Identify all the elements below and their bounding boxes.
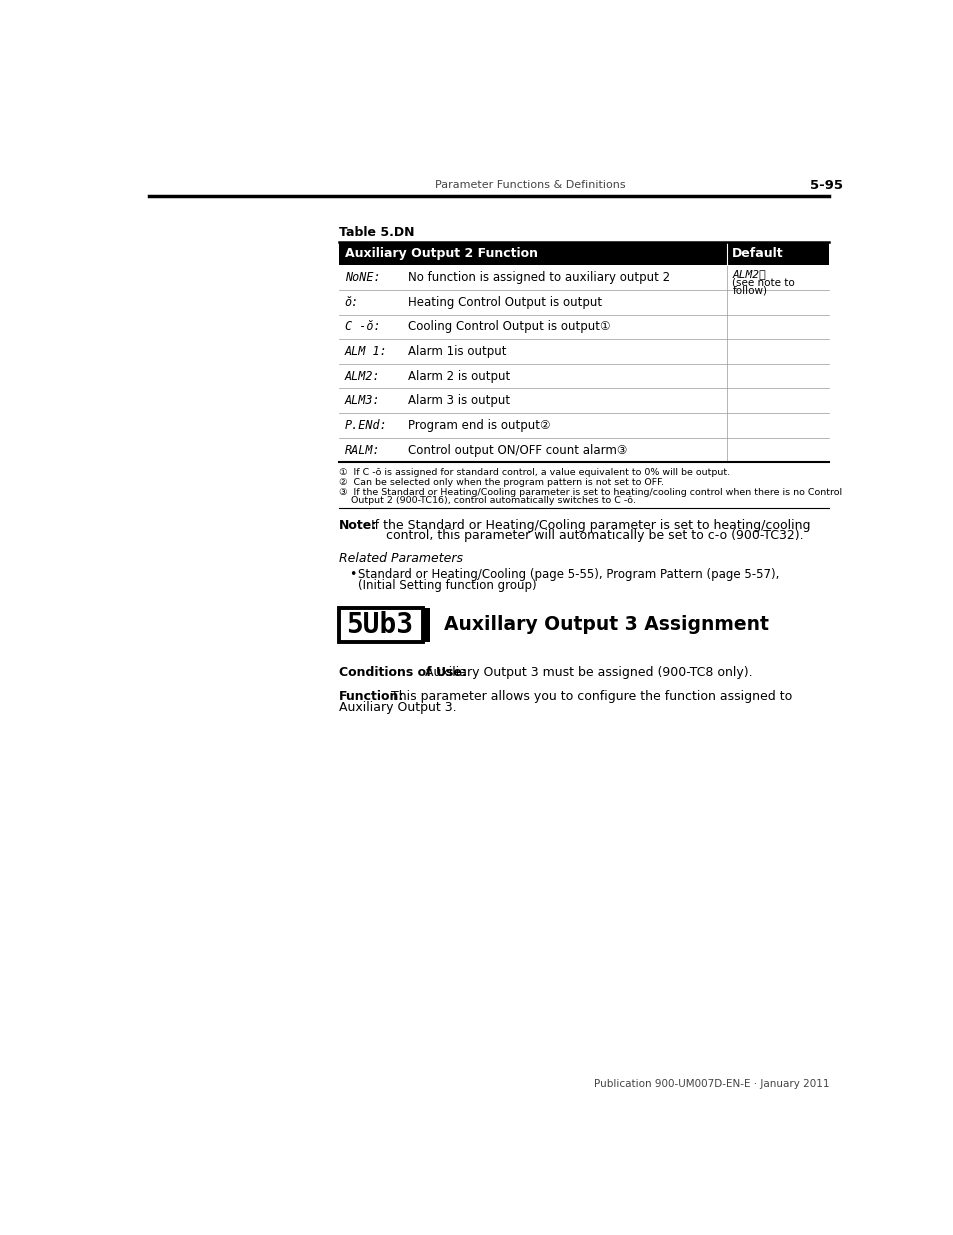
- Text: Conditions of Use:: Conditions of Use:: [339, 667, 467, 679]
- Text: Program end is output②: Program end is output②: [407, 419, 550, 432]
- Text: C -ŏ:: C -ŏ:: [344, 320, 380, 333]
- Text: Heating Control Output is output: Heating Control Output is output: [407, 295, 601, 309]
- Text: No function is assigned to auxiliary output 2: No function is assigned to auxiliary out…: [407, 270, 669, 284]
- Text: Parameter Functions & Definitions: Parameter Functions & Definitions: [435, 180, 624, 190]
- Bar: [422, 608, 430, 642]
- Text: Note:: Note:: [339, 519, 377, 531]
- Text: Auxiliary Output 3.: Auxiliary Output 3.: [339, 701, 456, 714]
- Text: Alarm 2 is output: Alarm 2 is output: [407, 369, 509, 383]
- Text: ALM2④: ALM2④: [732, 269, 765, 279]
- Text: ALM2:: ALM2:: [344, 369, 380, 383]
- Text: Output 2 (900-TC16), control automatically switches to C -ŏ.: Output 2 (900-TC16), control automatical…: [339, 496, 636, 505]
- Text: Auxillary Output 3 Assignment: Auxillary Output 3 Assignment: [443, 615, 768, 635]
- Text: ALM 1:: ALM 1:: [344, 345, 387, 358]
- Bar: [339, 290, 828, 315]
- Text: ①  If C -ŏ is assigned for standard control, a value equivalent to 0% will be ou: ① If C -ŏ is assigned for standard contr…: [339, 468, 730, 477]
- Bar: [339, 364, 828, 389]
- Bar: [339, 437, 828, 462]
- Text: •: •: [348, 568, 355, 580]
- Text: ②  Can be selected only when the program pattern is not set to OFF.: ② Can be selected only when the program …: [339, 478, 663, 487]
- Bar: [339, 412, 828, 437]
- Bar: [339, 340, 828, 364]
- Text: ŏ:: ŏ:: [344, 295, 358, 309]
- Bar: [339, 315, 828, 340]
- Text: Function:: Function:: [339, 689, 404, 703]
- Text: (see note to: (see note to: [732, 277, 794, 288]
- Text: follow): follow): [732, 285, 766, 295]
- FancyBboxPatch shape: [339, 608, 422, 642]
- Text: Publication 900-UM007D-EN-E · January 2011: Publication 900-UM007D-EN-E · January 20…: [593, 1078, 828, 1089]
- Text: (Initial Setting function group): (Initial Setting function group): [357, 579, 536, 592]
- Text: control, this parameter will automatically be set to c-o (900-TC32).: control, this parameter will automatical…: [385, 530, 802, 542]
- Bar: [339, 389, 828, 412]
- Text: Related Parameters: Related Parameters: [339, 552, 463, 566]
- Text: P.ENd:: P.ENd:: [344, 419, 387, 432]
- Text: ③  If the Standard or Heating/Cooling parameter is set to heating/cooling contro: ③ If the Standard or Heating/Cooling par…: [339, 488, 841, 496]
- Text: This parameter allows you to configure the function assigned to: This parameter allows you to configure t…: [387, 689, 792, 703]
- Text: NoNE:: NoNE:: [344, 270, 380, 284]
- Text: Standard or Heating/Cooling (page 5-55), Program Pattern (page 5-57),: Standard or Heating/Cooling (page 5-55),…: [357, 568, 779, 580]
- Text: Table 5.DN: Table 5.DN: [339, 226, 415, 240]
- Bar: [339, 266, 828, 290]
- Text: 5Ub3: 5Ub3: [346, 611, 413, 638]
- Text: If the Standard or Heating/Cooling parameter is set to heating/cooling: If the Standard or Heating/Cooling param…: [367, 519, 810, 531]
- Text: ALM3:: ALM3:: [344, 394, 380, 408]
- Text: 5-95: 5-95: [809, 179, 841, 191]
- Text: Alarm 1is output: Alarm 1is output: [407, 345, 505, 358]
- Text: Default: Default: [732, 247, 783, 261]
- Text: Alarm 3 is output: Alarm 3 is output: [407, 394, 509, 408]
- Text: Auxiliary Output 3 must be assigned (900-TC8 only).: Auxiliary Output 3 must be assigned (900…: [421, 667, 752, 679]
- Text: Control output ON/OFF count alarm③: Control output ON/OFF count alarm③: [407, 443, 626, 457]
- Bar: [339, 242, 828, 266]
- Text: Auxiliary Output 2 Function: Auxiliary Output 2 Function: [344, 247, 537, 261]
- Text: RALM:: RALM:: [344, 443, 380, 457]
- Text: Cooling Control Output is output①: Cooling Control Output is output①: [407, 320, 609, 333]
